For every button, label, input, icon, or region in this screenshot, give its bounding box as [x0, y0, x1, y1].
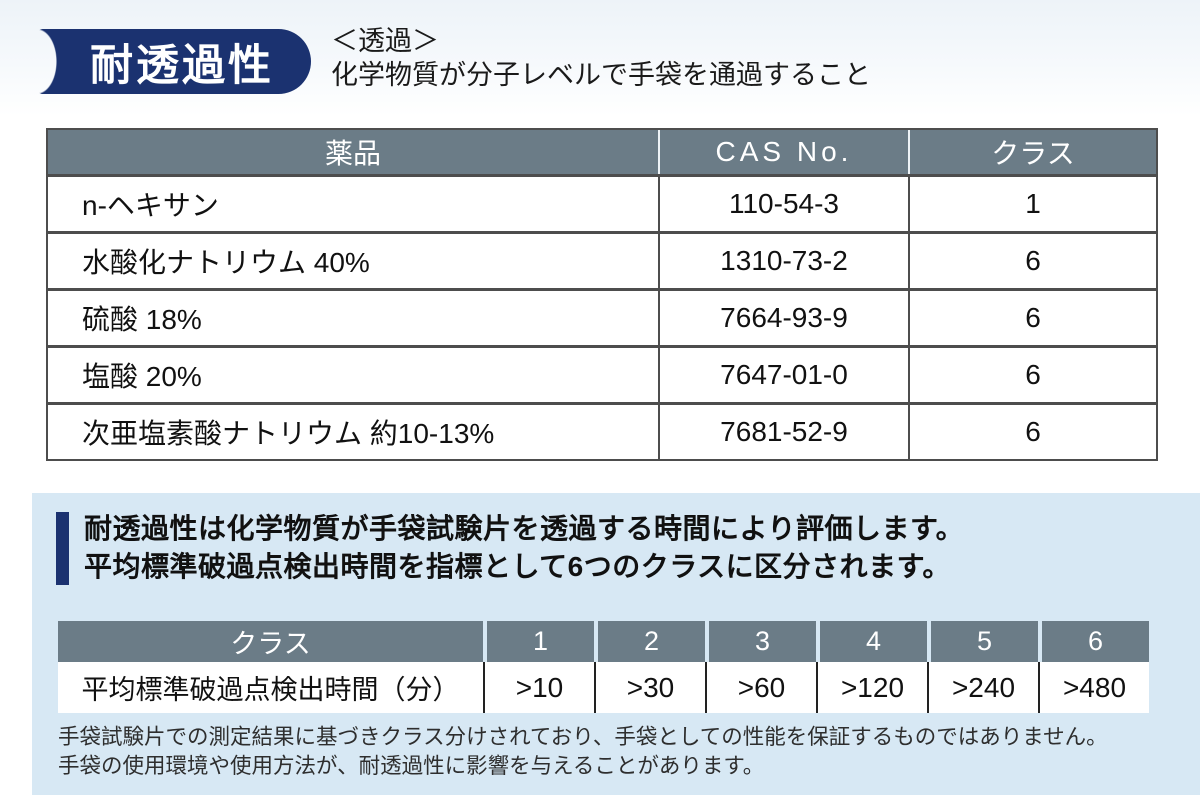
breakthrough-time-row-label: 平均標準破過点検出時間（分） [58, 662, 483, 713]
column-header-chemical: 薬品 [324, 138, 381, 169]
section-title-badge: 耐透過性 [37, 29, 311, 94]
breakthrough-time-value: >10 [483, 662, 594, 713]
breakthrough-time-value: >30 [594, 662, 705, 713]
class-table-header-row: クラス 1 2 3 4 5 6 [58, 621, 1149, 662]
disclaimer-notes: 手袋試験片での測定結果に基づきクラス分けされており、手袋としての性能を保証するも… [58, 723, 1108, 781]
cas-number: 7647-01-0 [658, 348, 908, 402]
section-subtitle: ＜透過＞ 化学物質が分子レベルで手袋を通過すること [331, 24, 871, 92]
subtitle-line-2: 化学物質が分子レベルで手袋を通過すること [331, 60, 871, 90]
section-title-text: 耐透過性 [90, 41, 274, 90]
disclaimer-line-1: 手袋試験片での測定結果に基づきクラス分けされており、手袋としての性能を保証するも… [58, 725, 1108, 749]
class-breakthrough-time-table: クラス 1 2 3 4 5 6 平均標準破過点検出時間（分） >10 >30 >… [58, 621, 1149, 713]
class-number: 5 [927, 621, 1038, 662]
chemical-permeation-table: 薬品 CAS No. クラス n-ヘキサン 110-54-3 1 水酸化ナトリウ… [46, 128, 1158, 461]
table-row: n-ヘキサン 110-54-3 1 [48, 174, 1156, 231]
class-value: 6 [908, 405, 1156, 459]
class-value: 6 [908, 234, 1156, 288]
description-accent-bar [56, 512, 69, 585]
chemical-name: n-ヘキサン [82, 190, 219, 221]
class-number: 6 [1038, 621, 1149, 662]
cas-number: 1310-73-2 [658, 234, 908, 288]
cas-number: 7681-52-9 [658, 405, 908, 459]
column-header-class: クラス [908, 130, 1156, 174]
description-line-1: 耐透過性は化学物質が手袋試験片を透過する時間により評価します。 [84, 513, 965, 544]
chemical-name: 塩酸 20% [82, 361, 202, 392]
table-row: 水酸化ナトリウム 40% 1310-73-2 6 [48, 231, 1156, 288]
class-value: 6 [908, 291, 1156, 345]
breakthrough-time-value: >60 [705, 662, 816, 713]
breakthrough-time-value: >480 [1038, 662, 1149, 713]
cas-number: 110-54-3 [658, 177, 908, 231]
disclaimer-line-2: 手袋の使用環境や使用方法が、耐透過性に影響を与えることがあります。 [58, 754, 765, 778]
table-row: 硫酸 18% 7664-93-9 6 [48, 288, 1156, 345]
breakthrough-time-value: >240 [927, 662, 1038, 713]
column-header-cas-no: CAS No. [658, 130, 908, 174]
class-header-label: クラス [58, 621, 483, 662]
class-number: 4 [816, 621, 927, 662]
class-description: 耐透過性は化学物質が手袋試験片を透過する時間により評価します。 平均標準破過点検… [84, 510, 964, 586]
table-header-row: 薬品 CAS No. クラス [48, 130, 1156, 174]
chemical-name: 次亜塩素酸ナトリウム 約10-13% [82, 418, 495, 449]
class-number: 1 [483, 621, 594, 662]
class-table-value-row: 平均標準破過点検出時間（分） >10 >30 >60 >120 >240 >48… [58, 662, 1149, 713]
description-line-2: 平均標準破過点検出時間を指標として6つのクラスに区分されます。 [84, 551, 951, 582]
breakthrough-time-value: >120 [816, 662, 927, 713]
chemical-name: 硫酸 18% [82, 304, 202, 335]
class-number: 2 [594, 621, 705, 662]
class-number: 3 [705, 621, 816, 662]
table-row: 塩酸 20% 7647-01-0 6 [48, 345, 1156, 402]
subtitle-line-1: ＜透過＞ [331, 26, 439, 56]
cas-number: 7664-93-9 [658, 291, 908, 345]
class-value: 6 [908, 348, 1156, 402]
class-explanation-panel: 耐透過性は化学物質が手袋試験片を透過する時間により評価します。 平均標準破過点検… [32, 493, 1200, 795]
class-value: 1 [908, 177, 1156, 231]
chemical-name: 水酸化ナトリウム 40% [82, 247, 370, 278]
table-row: 次亜塩素酸ナトリウム 約10-13% 7681-52-9 6 [48, 402, 1156, 459]
